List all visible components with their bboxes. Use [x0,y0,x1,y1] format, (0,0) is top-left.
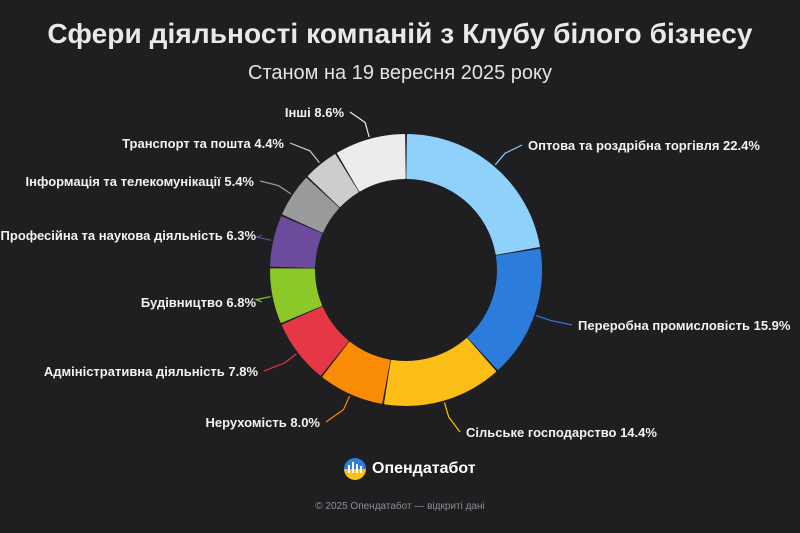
opendatabot-logo-icon [344,458,366,480]
leader-line-2 [536,314,573,326]
leader-line-3 [443,402,461,433]
leader-line-5 [263,353,297,372]
slice-label-4: Нерухомість 8.0% [205,415,320,430]
chart-title: Сфери діяльності компаній з Клубу білого… [47,18,753,49]
chart-subtitle: Станом на 19 вересня 2025 року [248,62,552,84]
leader-line-6 [253,296,271,303]
slice-7 [270,216,323,268]
slice-label-3: Сільське господарство 14.4% [466,425,657,440]
leader-line-1 [494,144,523,166]
slice-10 [337,134,406,192]
slice-6 [270,268,323,323]
leader-line-8 [259,180,292,195]
slice-5 [281,306,349,376]
slice-label-1: Оптова та роздрібна торгівля 22.4% [528,138,760,153]
slice-label-10: Інші 8.6% [285,105,345,120]
slice-4 [322,341,391,404]
footer-copyright: © 2025 Опендатабот — відкриті дані [315,501,485,512]
slice-label-7: Професійна та наукова діяльність 6.3% [1,228,257,243]
slice-8 [282,177,340,233]
leader-line-4 [325,395,351,423]
slice-label-2: Переробна промисловість 15.9% [578,318,791,333]
brand-name: Опендатабот [372,460,476,477]
slice-9 [307,154,359,208]
leader-line-7 [254,234,272,241]
leader-line-10 [349,111,370,138]
slice-2 [467,248,542,370]
slice-label-9: Транспорт та пошта 4.4% [122,136,284,151]
leader-line-9 [289,142,320,163]
slice-1 [406,134,540,255]
slice-3 [384,338,497,406]
brand: Опендатабот [344,458,476,480]
slice-label-8: Інформація та телекомунікації 5.4% [26,174,255,189]
slice-label-6: Будівництво 6.8% [141,295,257,310]
slice-label-5: Адміністративна діяльність 7.8% [44,364,259,379]
